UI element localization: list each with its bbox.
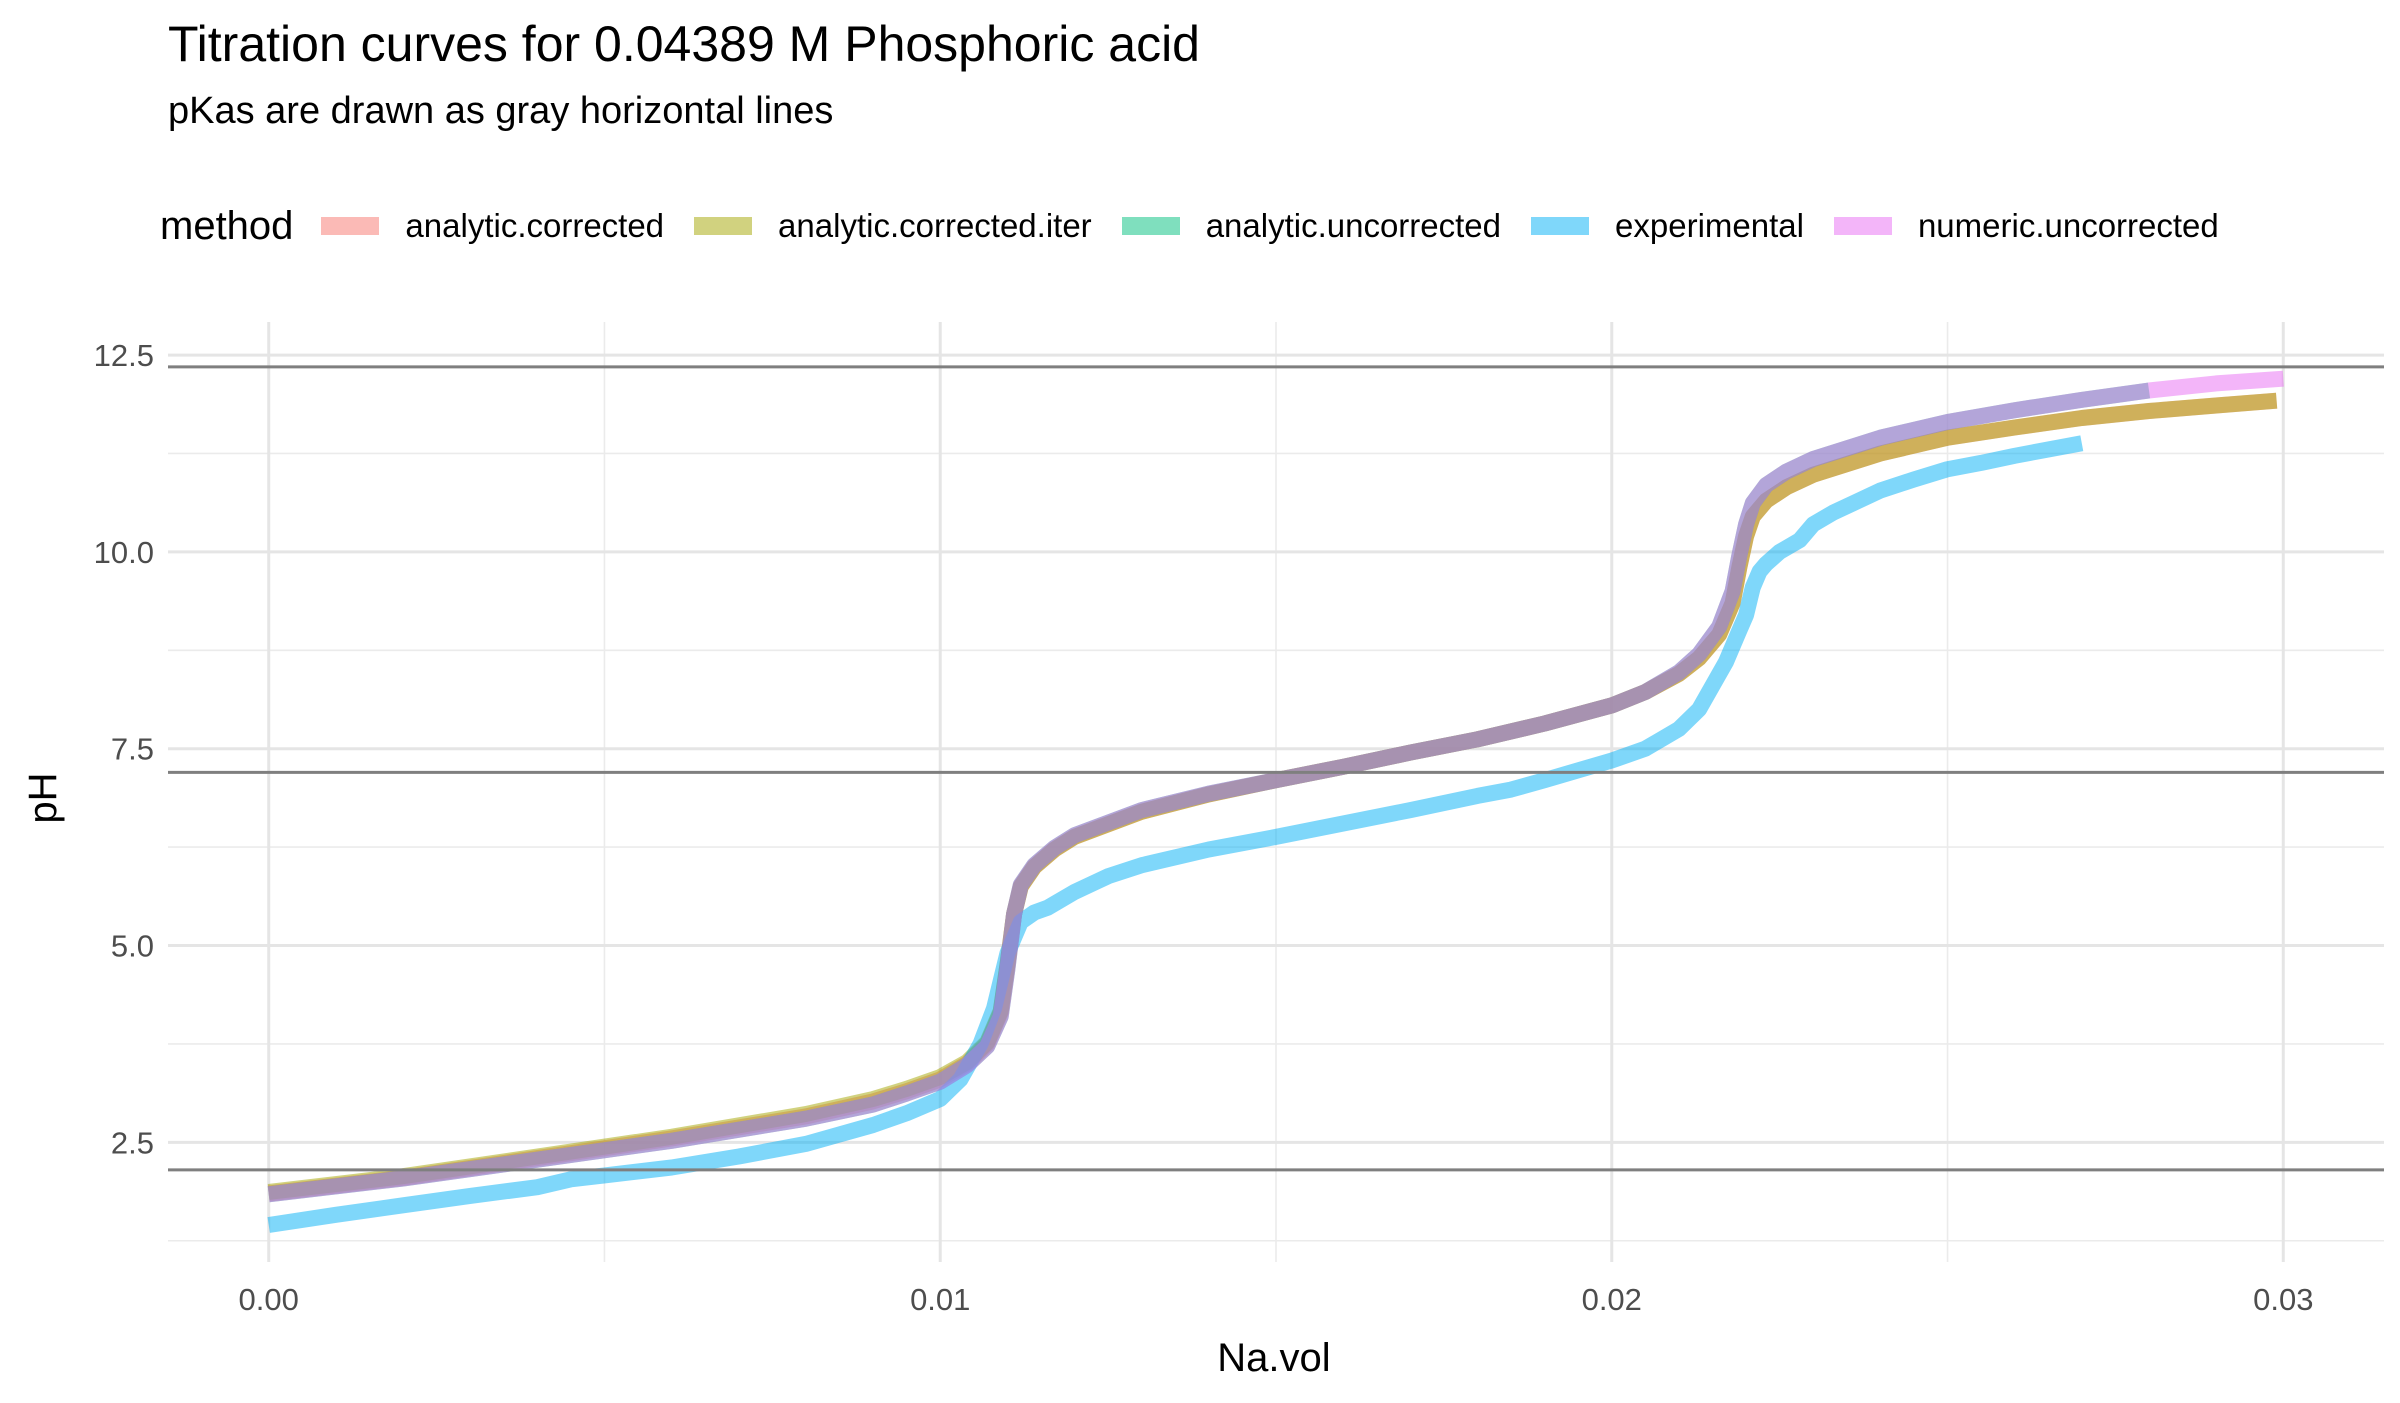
x-tick-label: 0.00 — [239, 1282, 299, 1317]
legend-title: method — [160, 203, 294, 248]
series-line-experimental — [267, 435, 2084, 1233]
minor-gridlines — [168, 322, 2384, 1262]
chart-title: Titration curves for 0.04389 M Phosphori… — [168, 16, 1200, 72]
legend-key-analytic-uncorrected — [1121, 217, 1180, 235]
series-line-analytic-corrected — [267, 392, 2278, 1202]
legend-label: analytic.corrected.iter — [778, 207, 1092, 244]
series-lines — [267, 370, 2284, 1233]
y-tick-labels: 2.5 5.0 7.5 10.0 12.5 — [94, 338, 154, 1160]
legend-label: analytic.uncorrected — [1205, 207, 1502, 244]
series-line-analytic-corrected-iter — [267, 392, 2278, 1200]
y-tick-label: 7.5 — [111, 732, 154, 767]
x-axis-title: Na.vol — [1217, 1336, 1330, 1380]
major-gridlines — [168, 322, 2384, 1262]
legend-key-analytic-corrected-iter — [694, 217, 753, 235]
legend-item-numeric-uncorrected: numeric.uncorrected — [1833, 207, 2219, 245]
legend-label: experimental — [1615, 207, 1804, 244]
y-axis-title: pH — [21, 772, 65, 823]
y-tick-label: 12.5 — [94, 338, 154, 373]
x-tick-label: 0.03 — [2253, 1282, 2313, 1317]
series-line-numeric-uncorrected — [267, 370, 2284, 1203]
pka-lines — [168, 365, 2384, 1172]
legend-item-analytic-corrected-iter: analytic.corrected.iter — [694, 207, 1092, 245]
legend-key-analytic-corrected — [321, 217, 380, 235]
x-tick-label: 0.01 — [910, 1282, 970, 1317]
legend-key-numeric-uncorrected — [1833, 217, 1892, 235]
legend-label: numeric.uncorrected — [1917, 207, 2219, 244]
y-tick-label: 2.5 — [111, 1125, 154, 1160]
y-tick-label: 5.0 — [111, 929, 154, 964]
legend-item-experimental: experimental — [1531, 207, 1804, 245]
legend-key-experimental — [1531, 217, 1590, 235]
y-tick-label: 10.0 — [94, 535, 154, 570]
legend: method analytic.corrected analytic.corre… — [160, 196, 2249, 256]
legend-item-analytic-corrected: analytic.corrected — [321, 207, 664, 245]
legend-label: analytic.corrected — [405, 207, 665, 244]
legend-item-analytic-uncorrected: analytic.uncorrected — [1121, 207, 1502, 245]
x-tick-labels: 0.00 0.01 0.02 0.03 — [239, 1282, 2314, 1317]
chart-subtitle: pKas are drawn as gray horizontal lines — [168, 90, 834, 132]
x-tick-label: 0.02 — [1582, 1282, 1642, 1317]
